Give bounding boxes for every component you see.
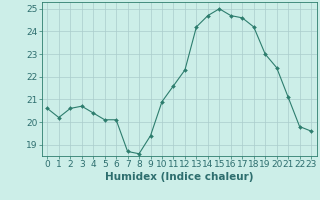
X-axis label: Humidex (Indice chaleur): Humidex (Indice chaleur) [105, 172, 253, 182]
